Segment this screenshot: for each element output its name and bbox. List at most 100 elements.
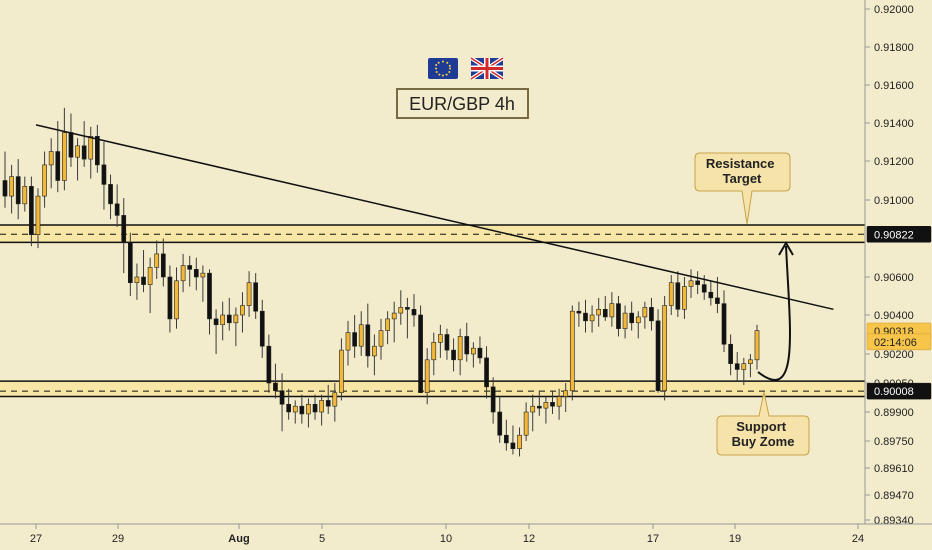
- zones-layer: [0, 224, 865, 398]
- candle-body-up: [754, 330, 760, 361]
- candle: [286, 388, 291, 420]
- candle: [154, 240, 160, 279]
- candle-body-up: [319, 400, 324, 413]
- candle-body-down: [312, 403, 318, 413]
- candle: [596, 297, 602, 327]
- candle: [95, 124, 100, 173]
- candle-body-down: [101, 164, 107, 185]
- candle: [193, 257, 199, 291]
- candle: [649, 297, 654, 331]
- candle-body-down: [187, 265, 193, 270]
- candle-body-up: [378, 330, 384, 347]
- candle-body-down: [352, 332, 357, 347]
- candle: [29, 176, 34, 247]
- candle-body-up: [635, 316, 641, 324]
- candle-body-down: [121, 215, 127, 243]
- candles-layer: [2, 107, 760, 457]
- candle-body-up: [306, 403, 311, 415]
- candle-body-up: [154, 253, 160, 268]
- candle-body-down: [160, 253, 166, 278]
- support-line-1: Support: [736, 419, 786, 434]
- candle: [675, 271, 681, 317]
- candle: [602, 296, 608, 321]
- chart-title: EUR/GBP 4h: [409, 94, 515, 114]
- candle: [147, 257, 153, 314]
- price-tag: [866, 226, 932, 243]
- candle: [187, 255, 193, 287]
- candle-body-down: [279, 390, 285, 405]
- candle: [81, 121, 87, 167]
- candle-body-up: [569, 310, 575, 392]
- candle-body-up: [543, 402, 549, 409]
- price-tick-label: 0.89470: [874, 490, 914, 502]
- candle: [490, 377, 496, 424]
- candle: [213, 309, 219, 354]
- price-tick-label: 0.90200: [874, 349, 914, 361]
- candle-body-down: [464, 336, 470, 355]
- candle: [42, 151, 47, 208]
- candle-body-down: [55, 151, 61, 181]
- candle-body-down: [503, 434, 509, 444]
- resistance-label: Resistance Target: [706, 156, 778, 186]
- candle: [180, 253, 186, 293]
- candle-body-down: [616, 303, 621, 329]
- candle: [114, 184, 120, 227]
- candle: [622, 305, 628, 339]
- candle-body-up: [457, 336, 463, 361]
- time-axis[interactable]: 27 29 Aug 5 10 12 17 19 24: [30, 524, 864, 545]
- time-tick-label: 12: [523, 533, 535, 545]
- time-tick-label: Aug: [228, 533, 249, 545]
- candle-body-down: [207, 272, 212, 320]
- candle-body-up: [391, 312, 397, 320]
- candle-body-down: [721, 303, 727, 345]
- candle-body-down: [226, 314, 232, 324]
- candle-body-up: [563, 390, 569, 397]
- candle: [616, 296, 621, 337]
- resistance-line-2: Target: [723, 171, 762, 186]
- candle: [530, 394, 536, 432]
- candle: [563, 383, 569, 412]
- candle: [88, 126, 94, 179]
- candle: [523, 402, 529, 441]
- candle: [444, 328, 450, 360]
- candle: [292, 400, 298, 424]
- candle: [253, 273, 259, 319]
- candle: [48, 138, 54, 189]
- price-tick-label: 0.91000: [874, 195, 914, 207]
- time-tick-label: 5: [319, 533, 325, 545]
- candle: [372, 334, 377, 376]
- candle-body-up: [174, 280, 179, 320]
- candle: [108, 174, 113, 220]
- candle: [101, 142, 107, 210]
- candle-body-up: [471, 347, 476, 355]
- candle: [220, 301, 226, 341]
- candle: [233, 307, 239, 347]
- overlay-layer: [35, 124, 834, 311]
- candle: [226, 297, 232, 331]
- candle-body-up: [748, 359, 753, 364]
- candle: [642, 301, 648, 329]
- candle-body-up: [200, 272, 206, 278]
- candle-body-down: [451, 349, 456, 361]
- candle: [365, 303, 371, 368]
- candle-body-down: [708, 291, 714, 299]
- candle: [62, 107, 67, 191]
- candle-body-down: [728, 343, 733, 364]
- candle-body-up: [682, 286, 687, 310]
- candle: [695, 271, 700, 295]
- candle-body-down: [127, 242, 133, 284]
- candle-body-up: [424, 359, 430, 393]
- candle-body-down: [365, 324, 371, 357]
- candle: [339, 338, 344, 401]
- price-tag-label: 0.90822: [874, 229, 914, 241]
- candle: [167, 265, 173, 333]
- candle: [266, 334, 272, 393]
- candle: [609, 292, 615, 327]
- candle-body-up: [134, 276, 140, 283]
- eu-flag-icon: [428, 58, 458, 79]
- candle: [398, 290, 404, 325]
- candle: [22, 176, 28, 212]
- candle: [207, 269, 212, 335]
